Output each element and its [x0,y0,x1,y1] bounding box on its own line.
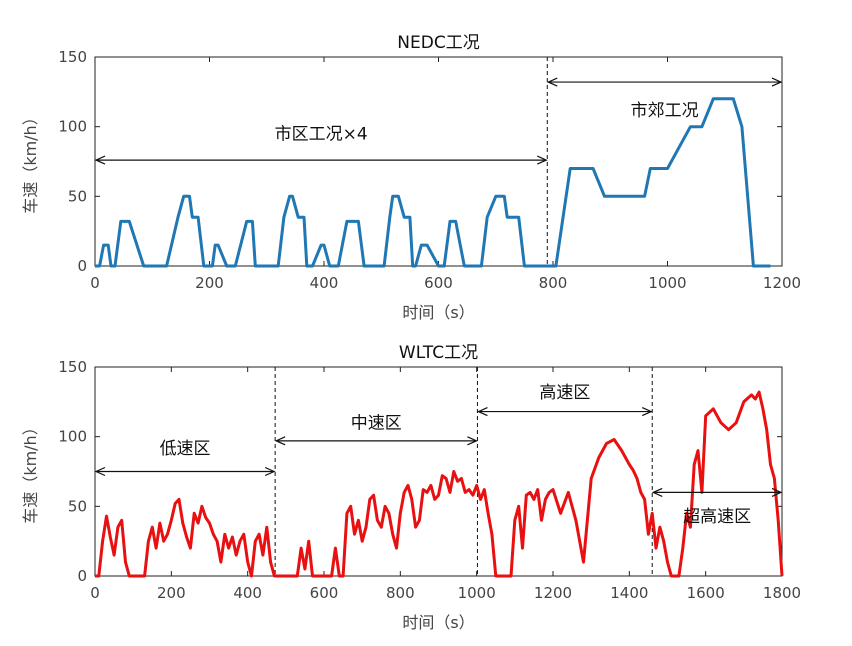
series-line [95,390,784,578]
arrow-head-right [467,436,478,446]
x-tick-label: 600 [424,274,453,292]
arrow-head-left [476,407,488,417]
series-line [95,97,771,268]
y-tick-label: 0 [77,257,87,275]
arrow-head-right [264,466,276,477]
y-tick-label: 150 [58,48,87,66]
y-tick-label: 0 [77,567,87,585]
x-axis-label: 时间（s） [402,613,474,632]
chart-nedc: NEDC工况 0 200 400 600 800 1000 1200 0 50 100 150 时间（s… [21,33,801,322]
x-tick-label: 600 [310,584,339,602]
arrow-head-right [771,77,783,87]
annotation-label: 低速区 [160,439,211,459]
annotation-label: 市郊工况 [631,101,699,121]
x-tick-label: 0 [90,274,100,292]
y-tick-label: 50 [68,187,87,205]
arrow-head-left [274,436,286,446]
x-tick-label: 400 [233,584,262,602]
x-tick-label: 200 [195,274,224,292]
y-tick-label: 100 [58,428,87,446]
x-axis-label: 时间（s） [402,303,474,322]
annotation-label: 中速区 [351,414,402,434]
arrow-head-left [651,487,663,497]
x-tick-label: 1200 [763,274,801,292]
annotation-label: 超高速区 [683,507,751,527]
y-axis-label: 车速（km/h） [21,419,40,523]
x-tick-label: 1600 [687,584,725,602]
arrow-head-right [771,487,783,497]
x-tick-label: 1000 [458,584,496,602]
arrow-head-right [537,155,548,165]
x-tick-label: 200 [157,584,186,602]
x-tick-label: 0 [90,584,100,602]
x-tick-label: 1400 [610,584,648,602]
y-tick-label: 150 [58,358,87,376]
arrow-head-left [94,155,106,165]
y-tick-label: 100 [58,118,87,136]
x-tick-label: 400 [310,274,339,292]
annotation-label: 市区工况×4 [275,125,368,145]
y-tick-label: 50 [68,497,87,515]
chart-title: WLTC工况 [399,343,478,363]
plot-frame [94,56,783,267]
annotation-label: 高速区 [539,383,590,403]
x-tick-label: 800 [539,274,568,292]
x-tick-label: 1000 [648,274,686,292]
arrow-head-left [546,77,558,87]
arrow-head-right [641,407,653,417]
x-tick-label: 800 [386,584,415,602]
x-tick-label: 1200 [534,584,572,602]
chart-title: NEDC工况 [397,33,479,53]
x-tick-label: 1800 [763,584,801,602]
chart-wltc: WLTC工况 0 200 400 600 800 1000 1200 1400 1600 1800 0… [21,343,801,632]
y-axis-label: 车速（km/h） [21,109,40,213]
arrow-head-left [94,466,106,477]
